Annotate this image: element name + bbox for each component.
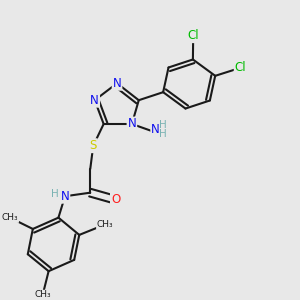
Text: N: N <box>113 77 122 90</box>
Text: N: N <box>128 118 136 130</box>
Text: N: N <box>90 94 99 107</box>
Text: O: O <box>111 193 120 206</box>
Text: CH₃: CH₃ <box>34 290 51 299</box>
Text: Cl: Cl <box>188 29 199 42</box>
Text: H: H <box>159 129 167 140</box>
Text: N: N <box>61 190 69 203</box>
Text: Cl: Cl <box>235 61 246 74</box>
Text: H: H <box>51 189 58 199</box>
Text: S: S <box>89 139 97 152</box>
Text: N: N <box>151 123 160 136</box>
Text: H: H <box>159 121 167 130</box>
Text: CH₃: CH₃ <box>97 220 113 229</box>
Text: CH₃: CH₃ <box>2 213 18 222</box>
